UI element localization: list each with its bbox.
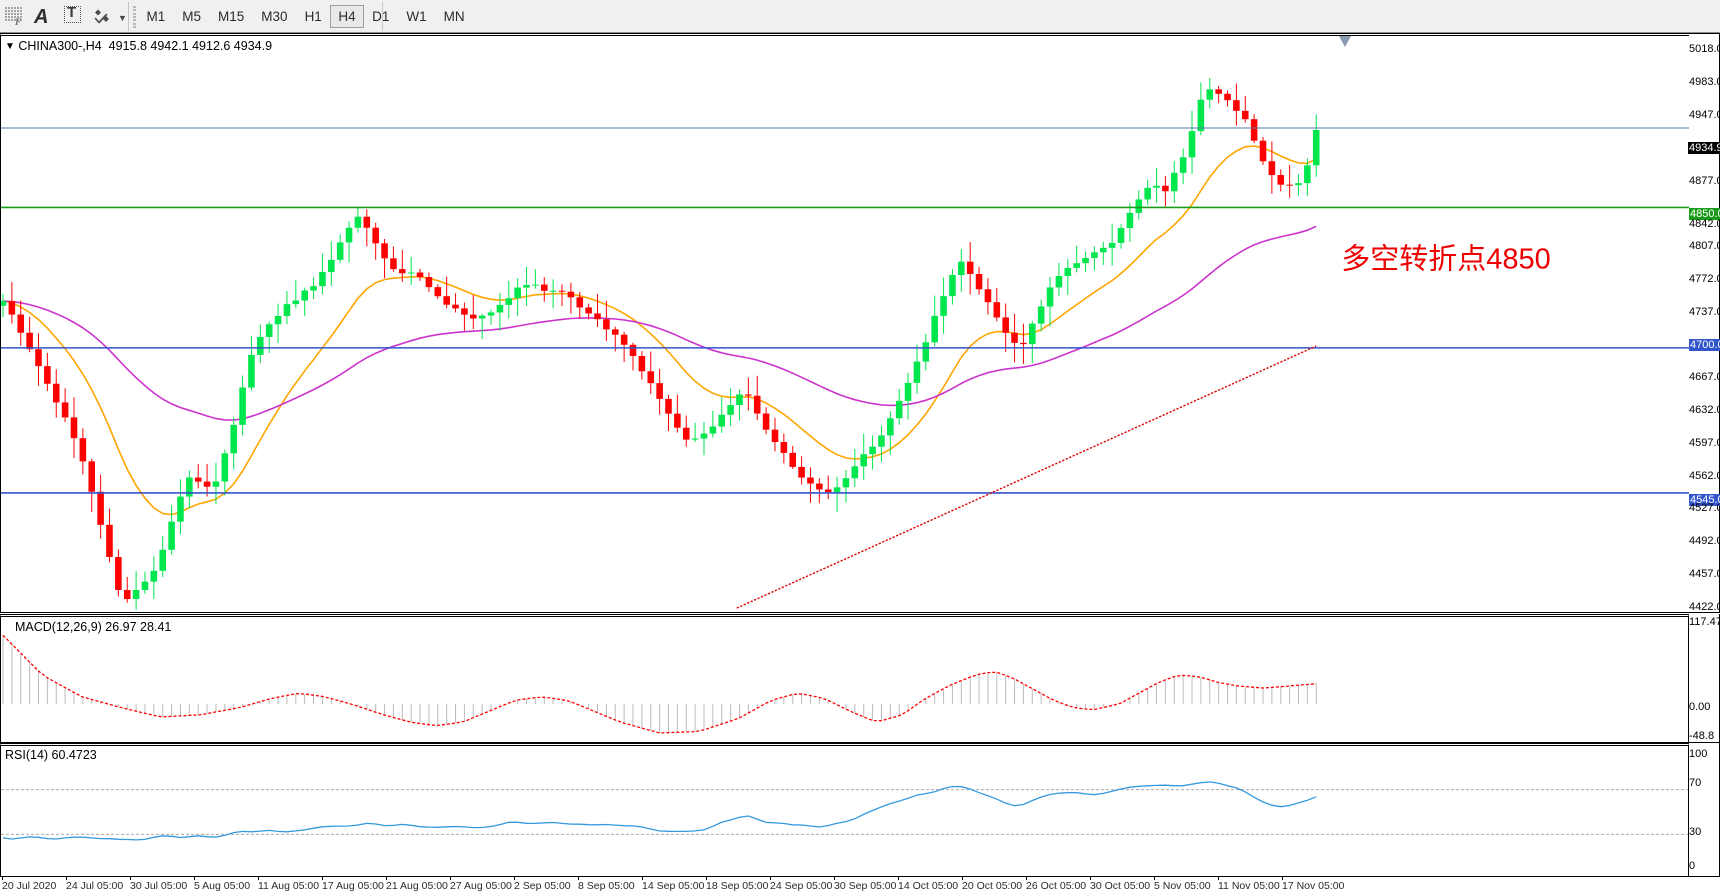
svg-text:多空转折点4850: 多空转折点4850 <box>1341 242 1551 275</box>
